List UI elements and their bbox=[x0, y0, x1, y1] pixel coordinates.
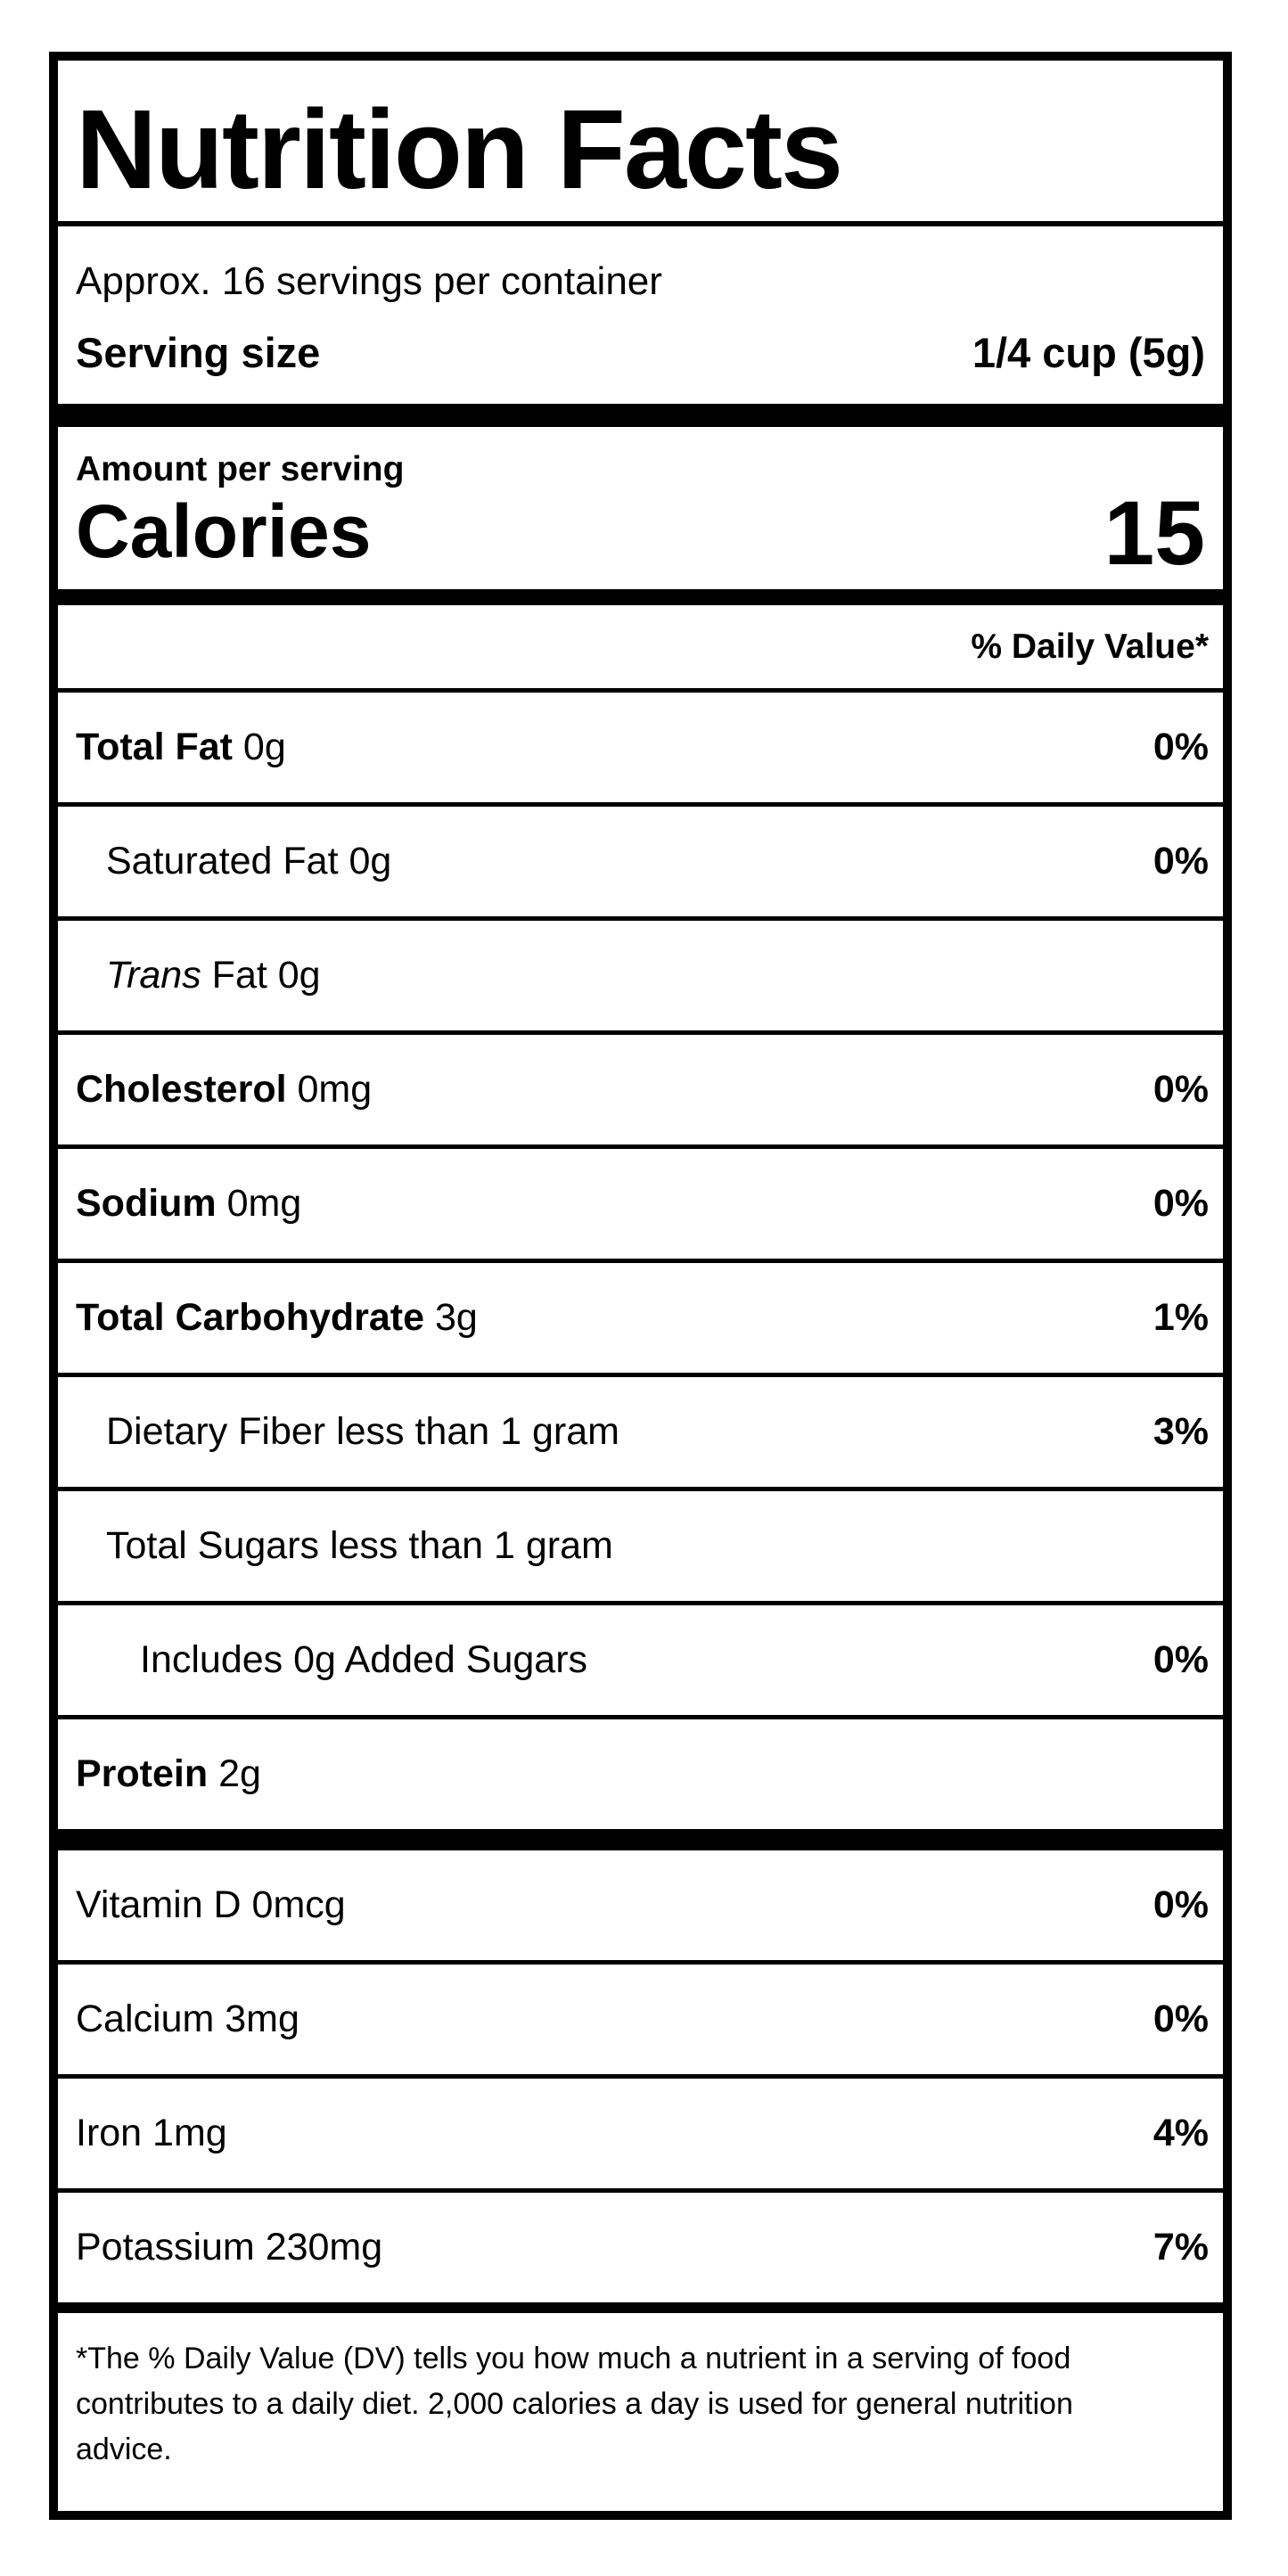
nutrient-name: Total Fat bbox=[76, 725, 233, 768]
nutrient-label: Saturated Fat 0g bbox=[76, 839, 392, 882]
nutrient-amount: 0mg bbox=[216, 1181, 302, 1225]
nutrient-row-calcium: Calcium 3mg 0% bbox=[58, 1959, 1223, 2074]
daily-value-percent: 1% bbox=[1153, 1295, 1209, 1339]
daily-value-percent: 0% bbox=[1153, 1637, 1209, 1681]
nutrient-amount: Dietary Fiber less than 1 gram bbox=[106, 1409, 619, 1453]
nutrient-label: Potassium 230mg bbox=[76, 2225, 383, 2268]
serving-size-row: Serving size 1/4 cup (5g) bbox=[58, 301, 1223, 404]
nutrient-amount: 0mg bbox=[286, 1067, 373, 1111]
nutrient-label: Total Carbohydrate 3g bbox=[76, 1295, 478, 1339]
daily-value-percent: 0% bbox=[1153, 1883, 1209, 1926]
nutrient-row-potassium: Potassium 230mg 7% bbox=[58, 2187, 1223, 2302]
nutrient-row-saturated-fat: Saturated Fat 0g 0% bbox=[58, 801, 1223, 916]
nutrient-row-dietary-fiber: Dietary Fiber less than 1 gram 3% bbox=[58, 1372, 1223, 1487]
amount-per-serving: Amount per serving bbox=[76, 450, 405, 489]
daily-value-percent: 0% bbox=[1153, 1067, 1209, 1111]
nutrient-name: Sodium bbox=[76, 1181, 217, 1225]
nutrient-label: Iron 1mg bbox=[76, 2111, 227, 2154]
nutrient-amount: 3g bbox=[424, 1295, 478, 1339]
nutrient-label: Total Fat 0g bbox=[76, 725, 286, 768]
nutrient-name: Total Carbohydrate bbox=[76, 1295, 425, 1339]
nutrient-row-added-sugars: Includes 0g Added Sugars 0% bbox=[58, 1600, 1223, 1715]
daily-value-percent: 0% bbox=[1153, 1997, 1209, 2040]
nutrient-label: Vitamin D 0mcg bbox=[76, 1883, 346, 1926]
nutrient-row-total-sugars: Total Sugars less than 1 gram bbox=[58, 1486, 1223, 1601]
nutrient-row-cholesterol: Cholesterol 0mg 0% bbox=[58, 1030, 1223, 1144]
serving-size-label: Serving size bbox=[76, 329, 321, 377]
serving-size-value: 1/4 cup (5g) bbox=[972, 329, 1205, 377]
daily-value-header: % Daily Value* bbox=[971, 627, 1209, 666]
thick-rule-serving bbox=[58, 404, 1223, 428]
thick-rule-protein bbox=[58, 1828, 1223, 1850]
nutrient-label: Sodium 0mg bbox=[76, 1181, 302, 1225]
nutrient-row-sodium: Sodium 0mg 0% bbox=[58, 1144, 1223, 1259]
thick-rule-calories bbox=[58, 588, 1223, 605]
nutrient-amount: 2g bbox=[208, 1752, 261, 1795]
daily-value-percent: 4% bbox=[1153, 2111, 1209, 2154]
daily-value-percent: 0% bbox=[1153, 1181, 1209, 1225]
nutrient-name: Protein bbox=[76, 1752, 209, 1795]
nutrient-label: Calcium 3mg bbox=[76, 1997, 299, 2040]
nutrient-row-trans-fat: Trans Fat 0g bbox=[58, 915, 1223, 1030]
daily-value-percent: 7% bbox=[1153, 2225, 1209, 2268]
medium-rule-footnote bbox=[58, 2301, 1223, 2313]
nutrition-facts-label: Nutrition Facts Approx. 16 servings per … bbox=[49, 52, 1232, 2520]
nutrient-label: Total Sugars less than 1 gram bbox=[76, 1523, 613, 1567]
calories-label: Calories bbox=[76, 489, 372, 574]
nutrient-label: Dietary Fiber less than 1 gram bbox=[76, 1409, 619, 1453]
nutrient-label: Trans Fat 0g bbox=[76, 956, 321, 995]
nutrient-name-italic: Trans bbox=[106, 953, 201, 997]
label-title: Nutrition Facts bbox=[58, 61, 1223, 227]
nutrient-amount: Saturated Fat 0g bbox=[106, 839, 392, 882]
nutrient-row-total-carbohydrate: Total Carbohydrate 3g 1% bbox=[58, 1258, 1223, 1373]
daily-value-percent: 0% bbox=[1153, 839, 1209, 882]
nutrient-row-protein: Protein 2g bbox=[58, 1714, 1223, 1829]
nutrient-amount: Includes 0g Added Sugars bbox=[140, 1637, 588, 1681]
daily-value-footnote: *The % Daily Value (DV) tells you how mu… bbox=[76, 2341, 1073, 2466]
nutrient-row-vitamin-d: Vitamin D 0mcg 0% bbox=[58, 1850, 1223, 1960]
calories-row: Calories 15 bbox=[58, 487, 1223, 589]
nutrient-label: Includes 0g Added Sugars bbox=[76, 1637, 588, 1681]
daily-value-percent: 0% bbox=[1153, 725, 1209, 768]
daily-value-percent: 3% bbox=[1153, 1409, 1209, 1453]
servings-per-container: Approx. 16 servings per container bbox=[76, 259, 662, 304]
nutrient-amount: Fat 0g bbox=[201, 953, 321, 997]
nutrient-label: Protein 2g bbox=[76, 1752, 261, 1795]
nutrient-amount: Total Sugars less than 1 gram bbox=[106, 1523, 613, 1567]
nutrient-row-iron: Iron 1mg 4% bbox=[58, 2073, 1223, 2188]
nutrient-label: Cholesterol 0mg bbox=[76, 1067, 373, 1111]
calories-value: 15 bbox=[1103, 481, 1205, 584]
nutrient-amount: 0g bbox=[232, 725, 286, 768]
nutrient-name: Cholesterol bbox=[76, 1067, 287, 1111]
nutrient-row-total-fat: Total Fat 0g 0% bbox=[58, 687, 1223, 802]
